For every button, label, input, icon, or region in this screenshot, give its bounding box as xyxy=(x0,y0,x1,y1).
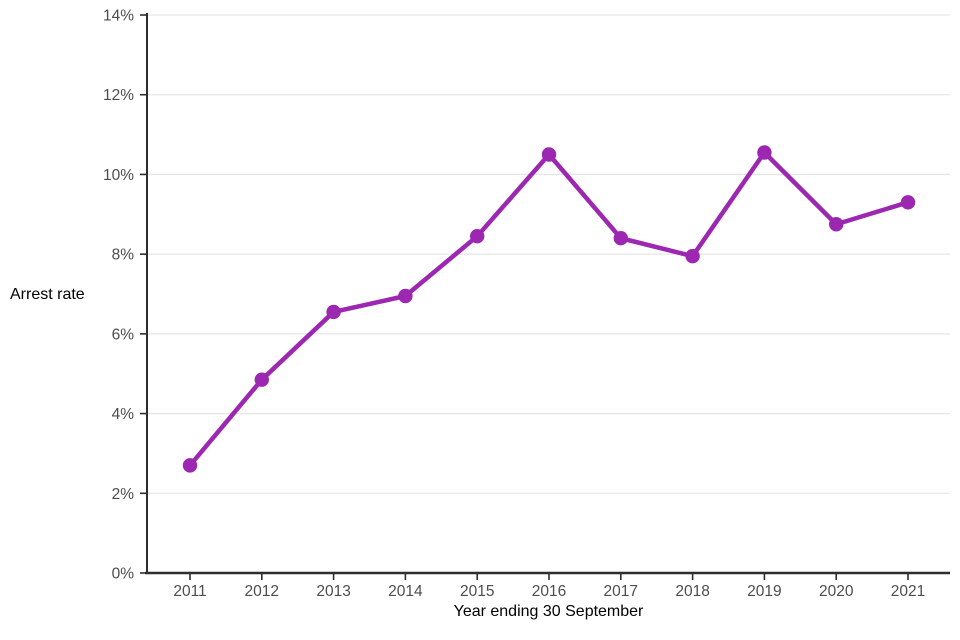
y-tick-label: 10% xyxy=(103,167,134,184)
x-tick-label: 2015 xyxy=(460,583,494,600)
data-point-2018 xyxy=(685,248,700,264)
x-tick-label: 2013 xyxy=(316,583,350,600)
data-point-2013 xyxy=(326,304,341,320)
y-tick-label: 6% xyxy=(112,326,135,343)
x-tick-label: 2014 xyxy=(388,583,423,600)
x-tick-label: 2012 xyxy=(245,583,279,600)
x-tick-label: 2011 xyxy=(173,583,206,600)
x-tick-label: 2020 xyxy=(819,583,854,600)
data-point-2021 xyxy=(900,195,916,210)
data-point-2016 xyxy=(541,147,557,162)
x-tick-label: 2016 xyxy=(532,583,566,600)
y-tick-label: 14% xyxy=(103,8,134,25)
x-tick-label: 2019 xyxy=(747,583,781,600)
y-axis-title: Arrest rate xyxy=(10,286,85,303)
y-tick-label: 8% xyxy=(112,247,135,264)
data-series-line xyxy=(187,150,911,468)
data-point-2011 xyxy=(182,458,198,473)
y-tick-label: 12% xyxy=(103,87,134,104)
x-tick-label: 2017 xyxy=(604,583,638,600)
data-point-2019 xyxy=(757,145,772,160)
x-tick-label: 2018 xyxy=(675,583,709,600)
data-point-2014 xyxy=(398,288,413,304)
x-tick-label: 2021 xyxy=(891,583,925,600)
data-point-2015 xyxy=(470,229,485,244)
y-tick-label: 2% xyxy=(112,486,135,503)
data-point-2017 xyxy=(613,231,628,246)
y-tick-label: 0% xyxy=(112,566,135,583)
data-point-2012 xyxy=(254,372,269,387)
data-point-2020 xyxy=(829,217,844,232)
x-axis-title: Year ending 30 September xyxy=(453,603,644,620)
y-tick-label: 4% xyxy=(112,406,135,423)
